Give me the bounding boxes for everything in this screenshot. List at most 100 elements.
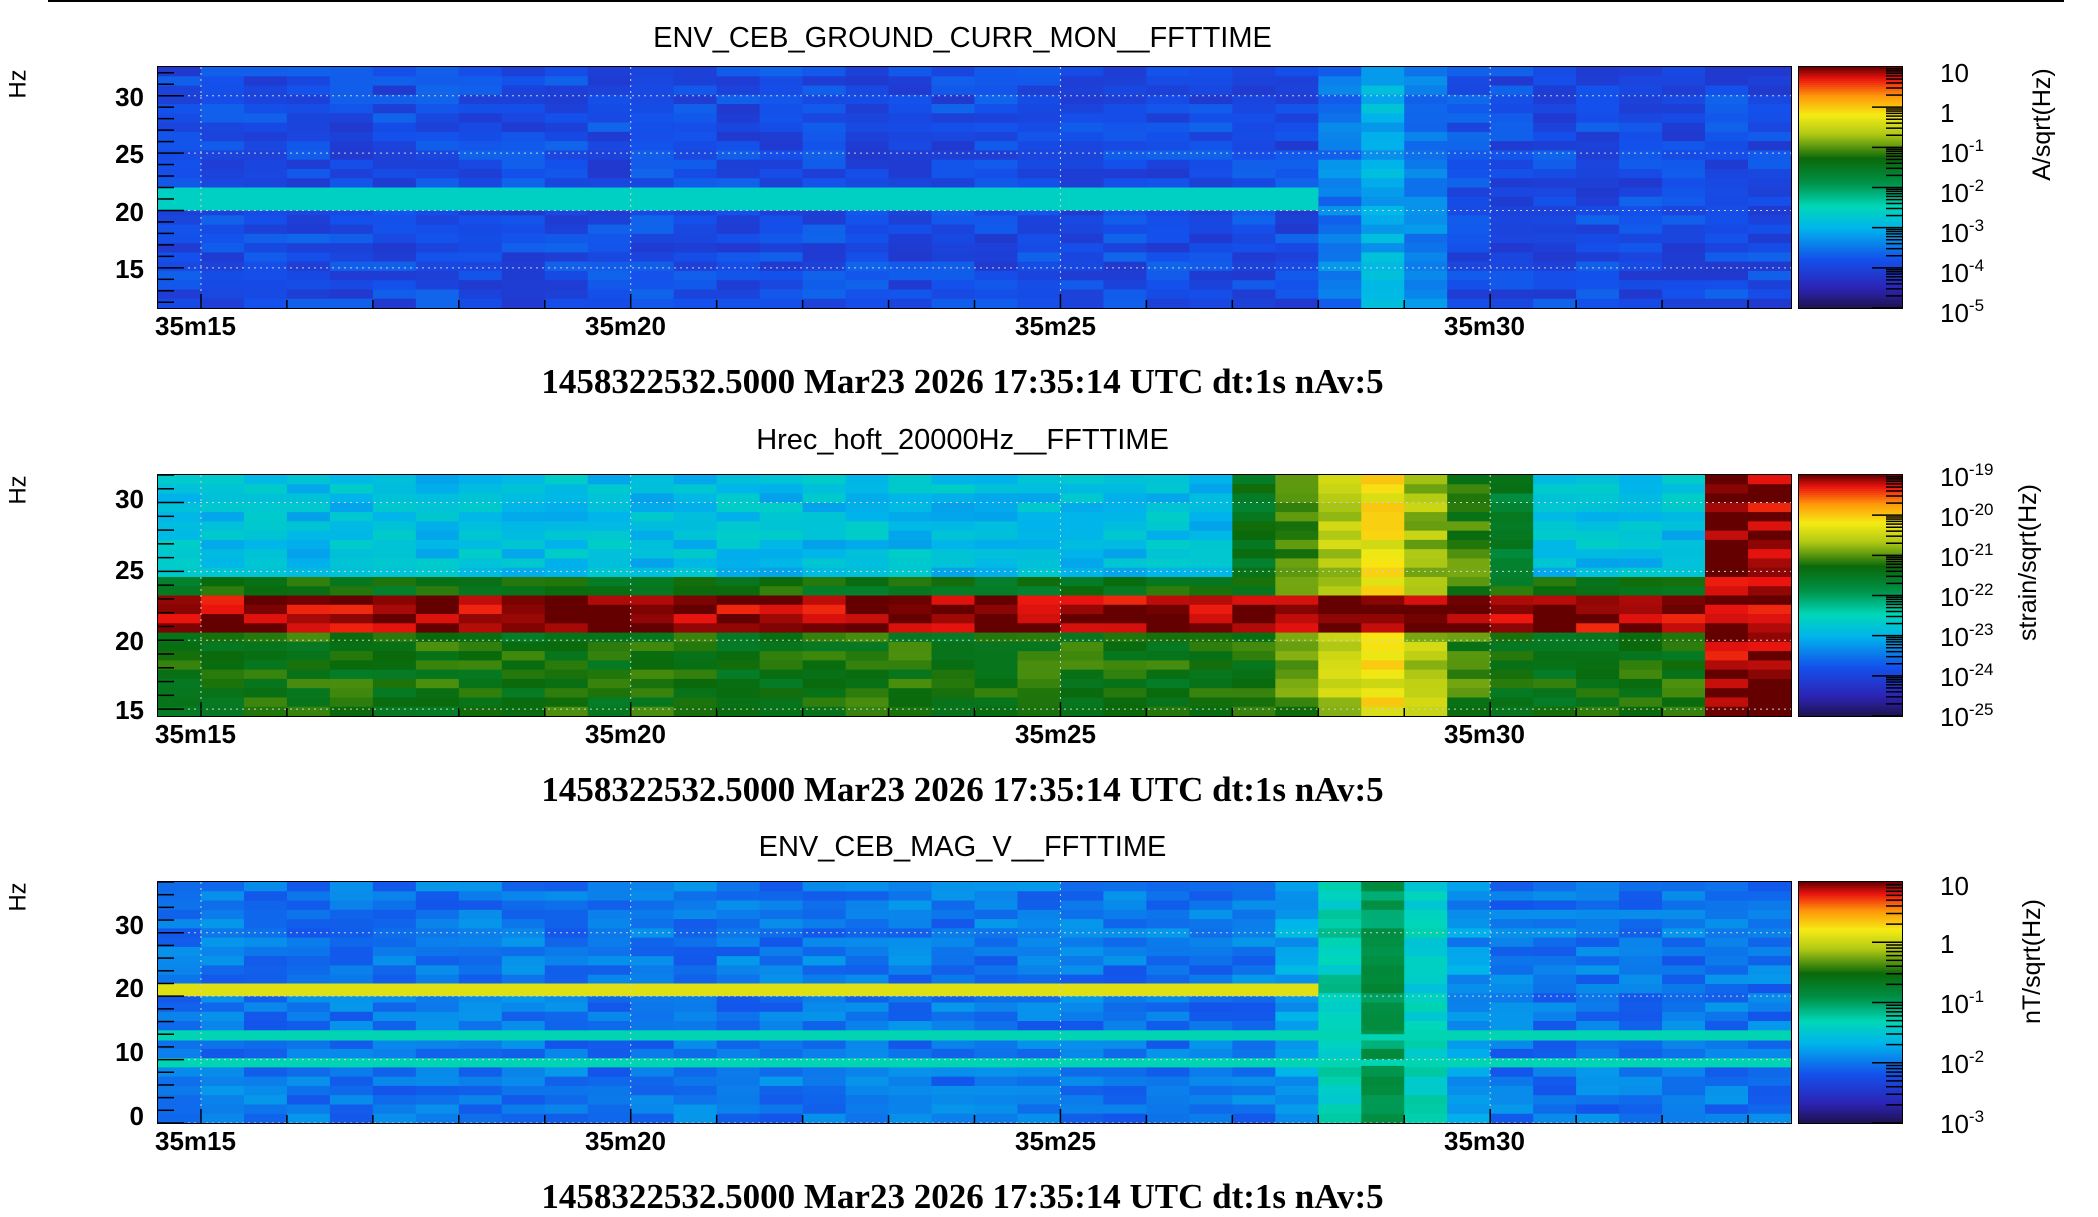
heatmap-cell xyxy=(501,1113,546,1123)
heatmap-cell xyxy=(1748,891,1791,902)
heatmap-cell xyxy=(1576,558,1620,569)
heatmap-cell xyxy=(1103,141,1147,152)
heatmap-cell xyxy=(716,289,761,300)
heatmap-cell xyxy=(1189,937,1233,948)
heatmap-cell xyxy=(329,558,374,569)
colorbar-segment xyxy=(1799,475,1902,478)
heatmap-cell xyxy=(587,697,632,708)
heatmap-cell xyxy=(1404,1011,1448,1022)
heatmap-cell xyxy=(501,159,546,170)
heatmap-cell xyxy=(845,113,890,124)
heatmap-cell xyxy=(1619,993,1663,1004)
colorbar-segment xyxy=(1799,1024,1902,1028)
heatmap-cell xyxy=(1447,688,1491,699)
heatmap-cell xyxy=(1275,512,1319,522)
heatmap-cell xyxy=(673,1104,718,1115)
heatmap-cell xyxy=(1619,104,1663,114)
heatmap-cell xyxy=(974,660,1019,671)
heatmap-cell xyxy=(587,632,632,643)
heatmap-cell xyxy=(974,614,1019,624)
colorbar-segment xyxy=(1799,115,1902,118)
heatmap-cell xyxy=(1189,1104,1233,1115)
colorbar-segment xyxy=(1799,701,1902,705)
heatmap-cell xyxy=(630,178,675,189)
heatmap-cell xyxy=(888,623,933,634)
heatmap-cell xyxy=(1404,298,1448,308)
heatmap-cell xyxy=(1576,1002,1620,1013)
heatmap-cell xyxy=(1748,1048,1791,1059)
heatmap-cell xyxy=(1318,261,1362,272)
heatmap-cell xyxy=(1533,660,1577,671)
colorbar-segment xyxy=(1799,976,1902,979)
heatmap-cell xyxy=(501,632,546,643)
heatmap-cell xyxy=(1146,1011,1190,1022)
heatmap-cell xyxy=(716,882,761,892)
heatmap-cell xyxy=(1748,586,1791,597)
heatmap-cell xyxy=(1404,891,1448,902)
colorbar-segment xyxy=(1799,707,1902,711)
heatmap-cell xyxy=(630,576,675,587)
colorbar-segment xyxy=(1799,537,1902,540)
heatmap-cell xyxy=(888,104,933,114)
heatmap-cell xyxy=(544,298,589,308)
colorbar-segment xyxy=(1799,255,1902,259)
heatmap-cell xyxy=(1361,270,1405,281)
heatmap-cell xyxy=(1017,632,1062,643)
heatmap-cell xyxy=(158,900,202,911)
heatmap-cell xyxy=(1748,252,1791,263)
heatmap-cell xyxy=(888,1021,933,1031)
heatmap-cell xyxy=(1490,632,1534,643)
heatmap-cell xyxy=(243,1002,288,1013)
heatmap-cell xyxy=(1060,567,1105,578)
colorbar-segment xyxy=(1799,159,1902,162)
heatmap-cell xyxy=(1361,1067,1405,1078)
heatmap-cell xyxy=(1060,909,1105,920)
heatmap-cell xyxy=(888,1085,933,1096)
heatmap-cell xyxy=(1361,956,1405,967)
heatmap-cell xyxy=(1404,159,1448,170)
heatmap-cell xyxy=(1533,595,1577,606)
heatmap-cell xyxy=(200,946,245,957)
heatmap-cell xyxy=(931,965,976,976)
colorbar-segment xyxy=(1799,485,1902,488)
heatmap-cell xyxy=(286,641,331,652)
heatmap-cell xyxy=(1189,159,1233,170)
heatmap-cell xyxy=(458,891,503,902)
heatmap-cell xyxy=(415,1039,460,1050)
heatmap-cell xyxy=(1447,946,1491,957)
heatmap-cell xyxy=(372,131,417,142)
heatmap-cell xyxy=(158,937,202,948)
colorbar-segment xyxy=(1799,924,1902,927)
heatmap-cell xyxy=(630,215,675,226)
heatmap-cell xyxy=(415,697,460,708)
heatmap-cell xyxy=(1619,567,1663,578)
colorbar-segment xyxy=(1799,213,1902,217)
colorbar-segment xyxy=(1799,948,1902,951)
heatmap-cell xyxy=(1533,993,1577,1004)
heatmap-cell xyxy=(286,909,331,920)
heatmap-cell xyxy=(802,1067,847,1078)
heatmap-cell xyxy=(716,280,761,291)
colorbar-label: strain/sqrt(Hz) xyxy=(2013,484,2042,641)
heatmap-cell xyxy=(974,1002,1019,1013)
heatmap-cell xyxy=(1361,252,1405,263)
heatmap-cell xyxy=(716,1113,761,1123)
heatmap-cell xyxy=(1533,233,1577,244)
heatmap-cell xyxy=(888,586,933,597)
heatmap-cell xyxy=(716,632,761,643)
heatmap-cell xyxy=(544,122,589,133)
colorbar-segment xyxy=(1799,121,1902,124)
colorbar-segment xyxy=(1799,665,1902,669)
heatmap-cell xyxy=(329,623,374,634)
heatmap-cell xyxy=(716,1095,761,1106)
heatmap-cell xyxy=(1232,539,1276,550)
heatmap-svg xyxy=(158,67,1791,308)
heatmap-cell xyxy=(1619,85,1663,96)
heatmap-cell xyxy=(1103,993,1147,1004)
heatmap-cell xyxy=(1318,669,1362,680)
heatmap-cell xyxy=(1275,632,1319,643)
heatmap-cell xyxy=(1619,1021,1663,1031)
heatmap-cell xyxy=(1447,122,1491,133)
heatmap-cell xyxy=(1576,706,1620,716)
heatmap-cell xyxy=(1705,614,1749,624)
